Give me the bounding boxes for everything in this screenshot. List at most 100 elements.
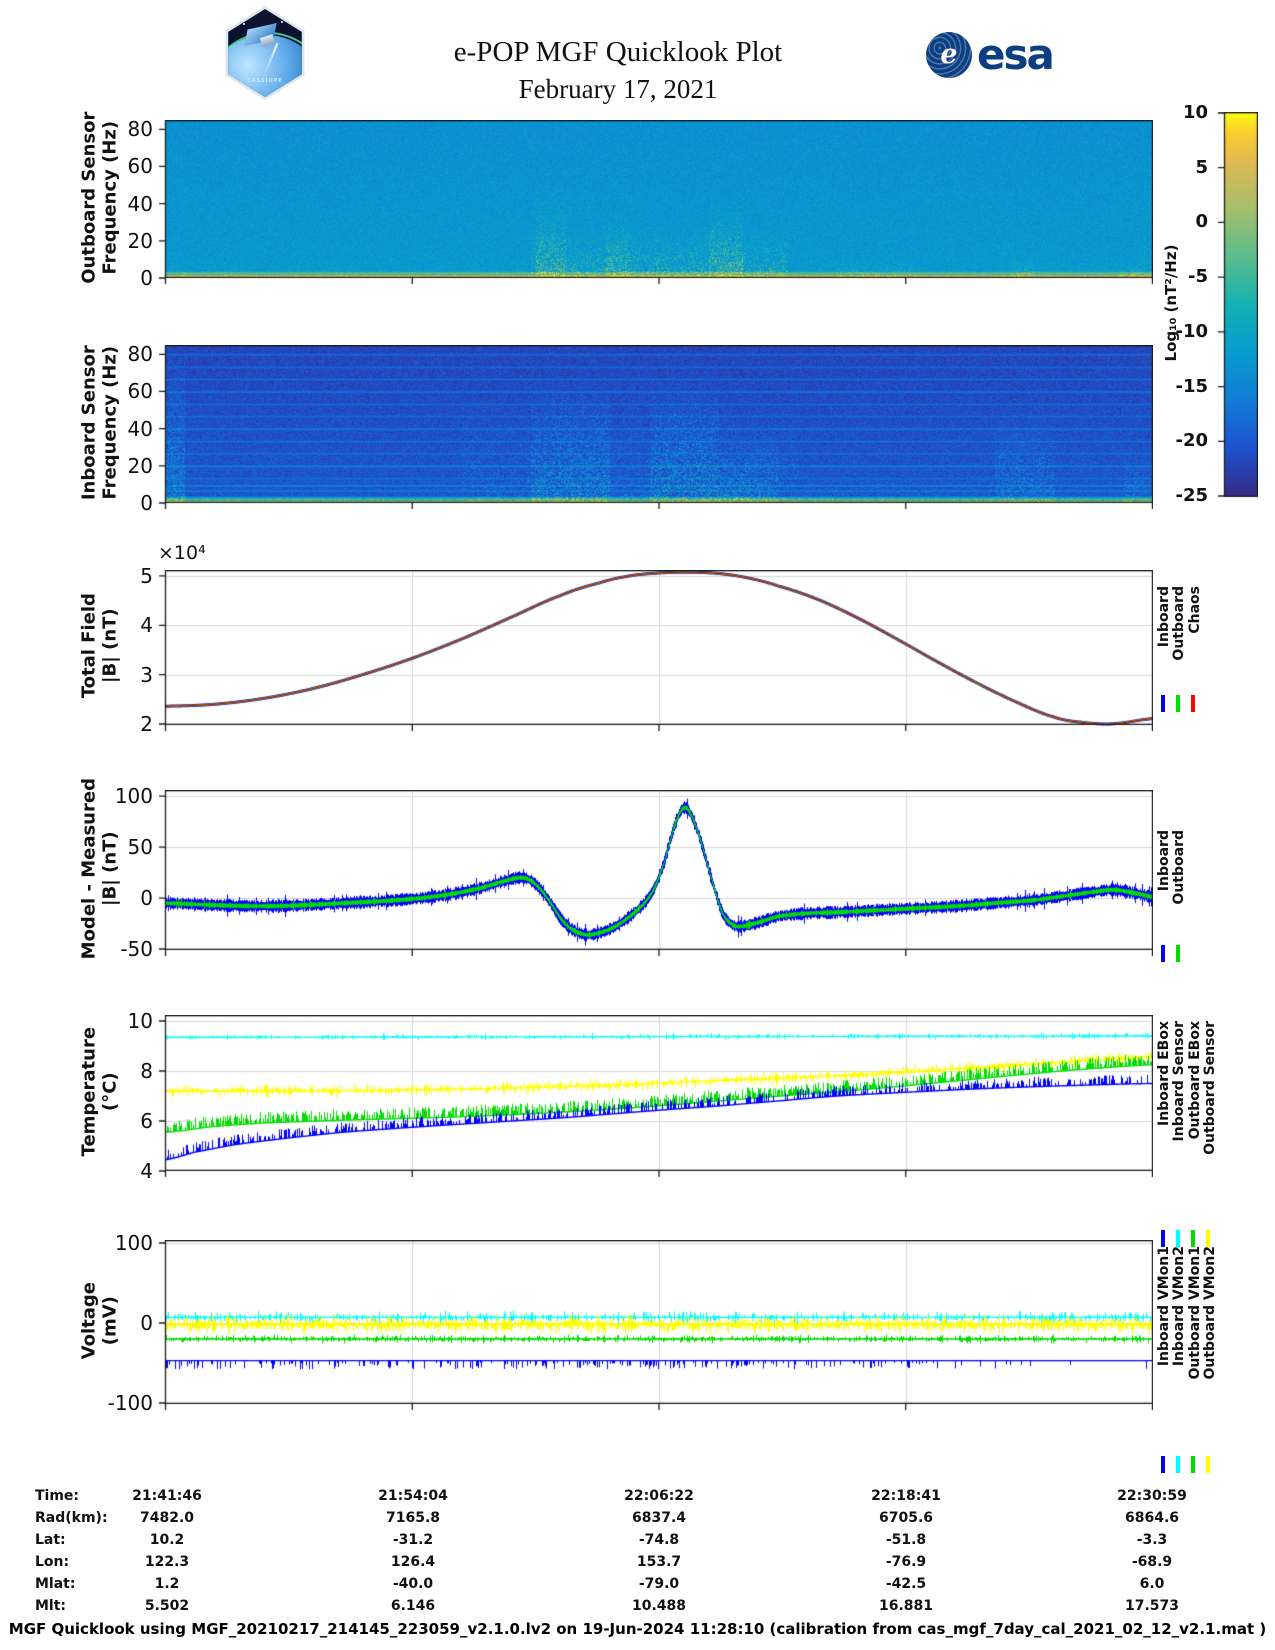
total-field-plot	[157, 570, 1153, 733]
legend-label: Inboard Sensor	[1171, 1021, 1188, 1142]
legend-label: Inboard VMon1	[1156, 1246, 1172, 1367]
y-axis-exponent-label: ×10⁴	[158, 542, 206, 564]
y-tick-label: 100	[114, 1231, 153, 1255]
table-cell: 10.488	[631, 1598, 687, 1614]
colorbar-tick-label: -10	[1175, 320, 1208, 342]
legend-label: Inboard	[1156, 586, 1172, 648]
page-title: e-POP MGF Quicklook Plot	[453, 36, 783, 68]
table-cell: -40.0	[392, 1576, 434, 1592]
legend-cv2: Inboard Outboard Chaos	[1156, 586, 1203, 661]
table-cell: 22:06:22	[624, 1488, 694, 1504]
legend-swatches-cv2	[1161, 695, 1195, 712]
legend-swatch	[1176, 1230, 1180, 1247]
colorbar-tick-label: -20	[1175, 430, 1208, 452]
y-tick-label: 20	[127, 228, 153, 253]
table-cell: 6837.4	[631, 1510, 687, 1526]
legend-swatch	[1161, 695, 1165, 712]
legend-swatch	[1176, 945, 1180, 962]
legend-label: Inboard EBox	[1156, 1021, 1172, 1126]
footer-provenance-text: MGF Quicklook using MGF_20210217_214145_…	[8, 1620, 1267, 1638]
table-cell: 1.2	[154, 1576, 180, 1592]
y-tick-label: 50	[127, 835, 153, 860]
colorbar-tick-label: -25	[1175, 485, 1208, 506]
legend-label: Chaos	[1186, 586, 1203, 634]
legend-swatch	[1191, 1456, 1195, 1473]
table-cell: -76.9	[885, 1554, 927, 1570]
inboard-spectrogram-plot	[157, 345, 1153, 511]
legend-swatch	[1176, 1456, 1180, 1473]
voltage-plot	[157, 1240, 1153, 1412]
table-cell: 22:30:59	[1117, 1488, 1187, 1504]
page-date: February 17, 2021	[518, 74, 718, 104]
y-tick-label: -50	[120, 936, 153, 961]
legend-label: Outboard	[1171, 830, 1188, 905]
table-cell: -42.5	[885, 1576, 927, 1592]
legend-swatch	[1161, 1230, 1165, 1247]
colorbar-tick-label: 10	[1182, 102, 1208, 123]
legend-swatch	[1191, 1230, 1195, 1247]
y-tick-label: 20	[127, 453, 153, 478]
table-cell: 10.2	[149, 1532, 185, 1548]
table-row-label: Mlat:	[35, 1576, 76, 1592]
y-tick-label: -100	[107, 1391, 153, 1415]
table-cell: 16.881	[878, 1598, 934, 1614]
legend-label: Outboard VMon1	[1186, 1246, 1203, 1380]
table-row-label: Lon:	[35, 1554, 70, 1570]
legend-swatches-cv3	[1161, 945, 1180, 962]
legend-label: Inboard	[1156, 830, 1172, 892]
table-cell: 17.573	[1124, 1598, 1180, 1614]
esa-logo: e esa	[926, 30, 1055, 79]
table-cell: -79.0	[638, 1576, 680, 1592]
legend-swatch	[1176, 695, 1180, 712]
y-tick-label: 80	[127, 117, 153, 142]
table-cell: -3.3	[1136, 1532, 1168, 1548]
y-tick-label: 60	[127, 154, 153, 179]
table-cell: -68.9	[1131, 1554, 1173, 1570]
y-tick-label: 40	[127, 191, 153, 216]
legend-label: Outboard EBox	[1186, 1021, 1203, 1140]
y-tick-label: 0	[140, 1311, 153, 1335]
esa-globe-icon: e	[926, 31, 972, 78]
legend-swatch	[1161, 945, 1165, 962]
table-cell: 6.0	[1139, 1576, 1165, 1592]
table-cell: 7165.8	[385, 1510, 441, 1526]
colorbar	[1216, 112, 1258, 498]
table-cell: 6.146	[390, 1598, 436, 1614]
colorbar-tick-label: -5	[1188, 266, 1208, 288]
table-cell: 6864.6	[1124, 1510, 1180, 1526]
y-tick-label: 4	[140, 1159, 153, 1183]
legend-cv3: Inboard Outboard	[1156, 830, 1188, 905]
colorbar-tick-label: -15	[1175, 375, 1208, 397]
y-tick-label: 0	[140, 886, 153, 911]
outboard-spectrogram-plot	[157, 120, 1153, 286]
y-tick-label: 8	[140, 1059, 153, 1083]
legend-label: Outboard VMon2	[1202, 1246, 1219, 1380]
y-tick-label: 6	[140, 1109, 153, 1133]
table-cell: -51.8	[885, 1532, 927, 1548]
patch-mission-name: CASSIOPE	[247, 78, 283, 84]
legend-cv4: Inboard EBox Inboard Sensor Outboard EBox O…	[1156, 1021, 1219, 1155]
y-tick-label: 60	[127, 379, 153, 404]
legend-label: Outboard	[1171, 586, 1188, 661]
table-row-label: Time:	[35, 1488, 80, 1504]
table-cell: 153.7	[636, 1554, 682, 1570]
legend-swatches-cv4	[1161, 1230, 1210, 1247]
y-tick-label: 40	[127, 416, 153, 441]
table-cell: 6705.6	[878, 1510, 934, 1526]
table-row-label: Mlt:	[35, 1598, 67, 1614]
y-tick-label: 10	[127, 1009, 153, 1033]
table-cell: 122.3	[144, 1554, 190, 1570]
y-tick-label: 80	[127, 342, 153, 367]
table-row-label: Lat:	[35, 1532, 66, 1548]
y-tick-label: 4	[140, 613, 153, 638]
y-tick-label: 100	[114, 784, 153, 809]
y-tick-label: 5	[140, 563, 153, 588]
table-cell: 7482.0	[139, 1510, 195, 1526]
legend-swatch	[1206, 1230, 1210, 1247]
table-cell: 21:41:46	[132, 1488, 202, 1504]
y-tick-label: 0	[140, 491, 153, 515]
legend-swatch	[1161, 1456, 1165, 1473]
temperature-plot	[157, 1015, 1153, 1179]
y-tick-label: 3	[140, 662, 153, 687]
